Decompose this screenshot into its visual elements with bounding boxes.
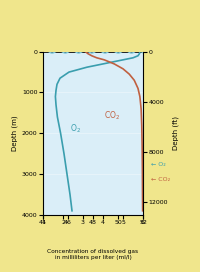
Text: Concentration of dissolved gas
in milliliters per liter (ml/l): Concentration of dissolved gas in millil… — [47, 249, 139, 260]
Text: ← O₂: ← O₂ — [151, 162, 166, 167]
Y-axis label: Depth (ft): Depth (ft) — [172, 116, 179, 150]
Text: O$_2$: O$_2$ — [70, 122, 80, 135]
Text: CO$_2$: CO$_2$ — [104, 110, 120, 122]
Y-axis label: Depth (m): Depth (m) — [11, 116, 18, 151]
Text: ← CO₂: ← CO₂ — [151, 177, 170, 182]
